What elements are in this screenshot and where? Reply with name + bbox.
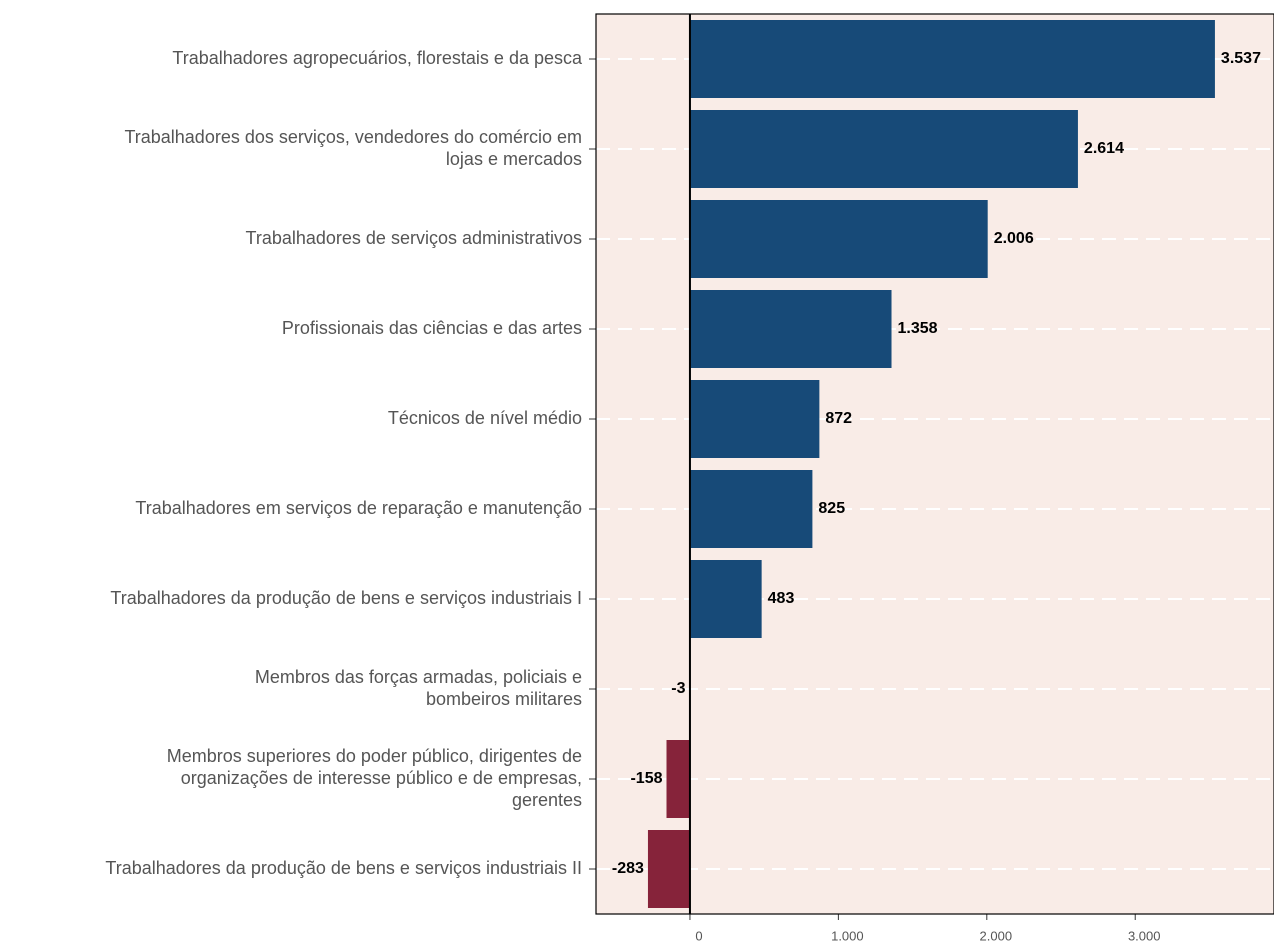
value-label: 3.537 (1221, 50, 1261, 67)
y-tick-label: Técnicos de nível médio (388, 408, 582, 428)
x-tick-label: 2.000 (980, 928, 1013, 943)
y-tick-label: Trabalhadores agropecuários, florestais … (172, 48, 583, 68)
y-tick-label: Trabalhadores em serviços de reparação e… (135, 498, 582, 518)
bar (647, 830, 690, 908)
y-tick-label: Trabalhadores dos serviços, vendedores d… (124, 127, 582, 169)
value-label: 2.006 (994, 230, 1034, 247)
value-label: -3 (671, 680, 685, 697)
y-tick-label: Trabalhadores de serviços administrativo… (246, 228, 582, 248)
y-tick-label: Profissionais das ciências e das artes (282, 318, 582, 338)
y-tick-label: Trabalhadores da produção de bens e serv… (105, 858, 582, 878)
value-label: -283 (612, 860, 644, 877)
bar (689, 380, 820, 458)
value-label: 872 (825, 410, 852, 427)
bar (689, 110, 1078, 188)
bar (689, 200, 988, 278)
panel-border (595, 13, 1274, 915)
y-tick-label: Trabalhadores da produção de bens e serv… (110, 588, 582, 608)
bar (689, 20, 1215, 98)
x-tick-label: 3.000 (1128, 928, 1161, 943)
value-label: -158 (630, 770, 662, 787)
bar (689, 560, 762, 638)
x-tick-label: 0 (695, 928, 702, 943)
bar (666, 740, 690, 818)
y-tick-label: Membros superiores do poder público, dir… (167, 746, 582, 810)
bar (689, 470, 813, 548)
x-tick-label: 1.000 (831, 928, 864, 943)
value-label: 483 (768, 590, 795, 607)
value-label: 1.358 (898, 320, 938, 337)
value-label: 2.614 (1084, 140, 1124, 157)
bar (689, 290, 892, 368)
value-label: 825 (818, 500, 845, 517)
